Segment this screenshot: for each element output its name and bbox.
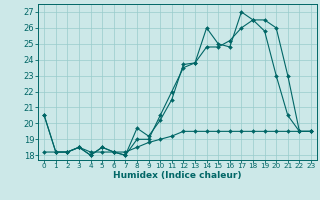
X-axis label: Humidex (Indice chaleur): Humidex (Indice chaleur)	[113, 171, 242, 180]
